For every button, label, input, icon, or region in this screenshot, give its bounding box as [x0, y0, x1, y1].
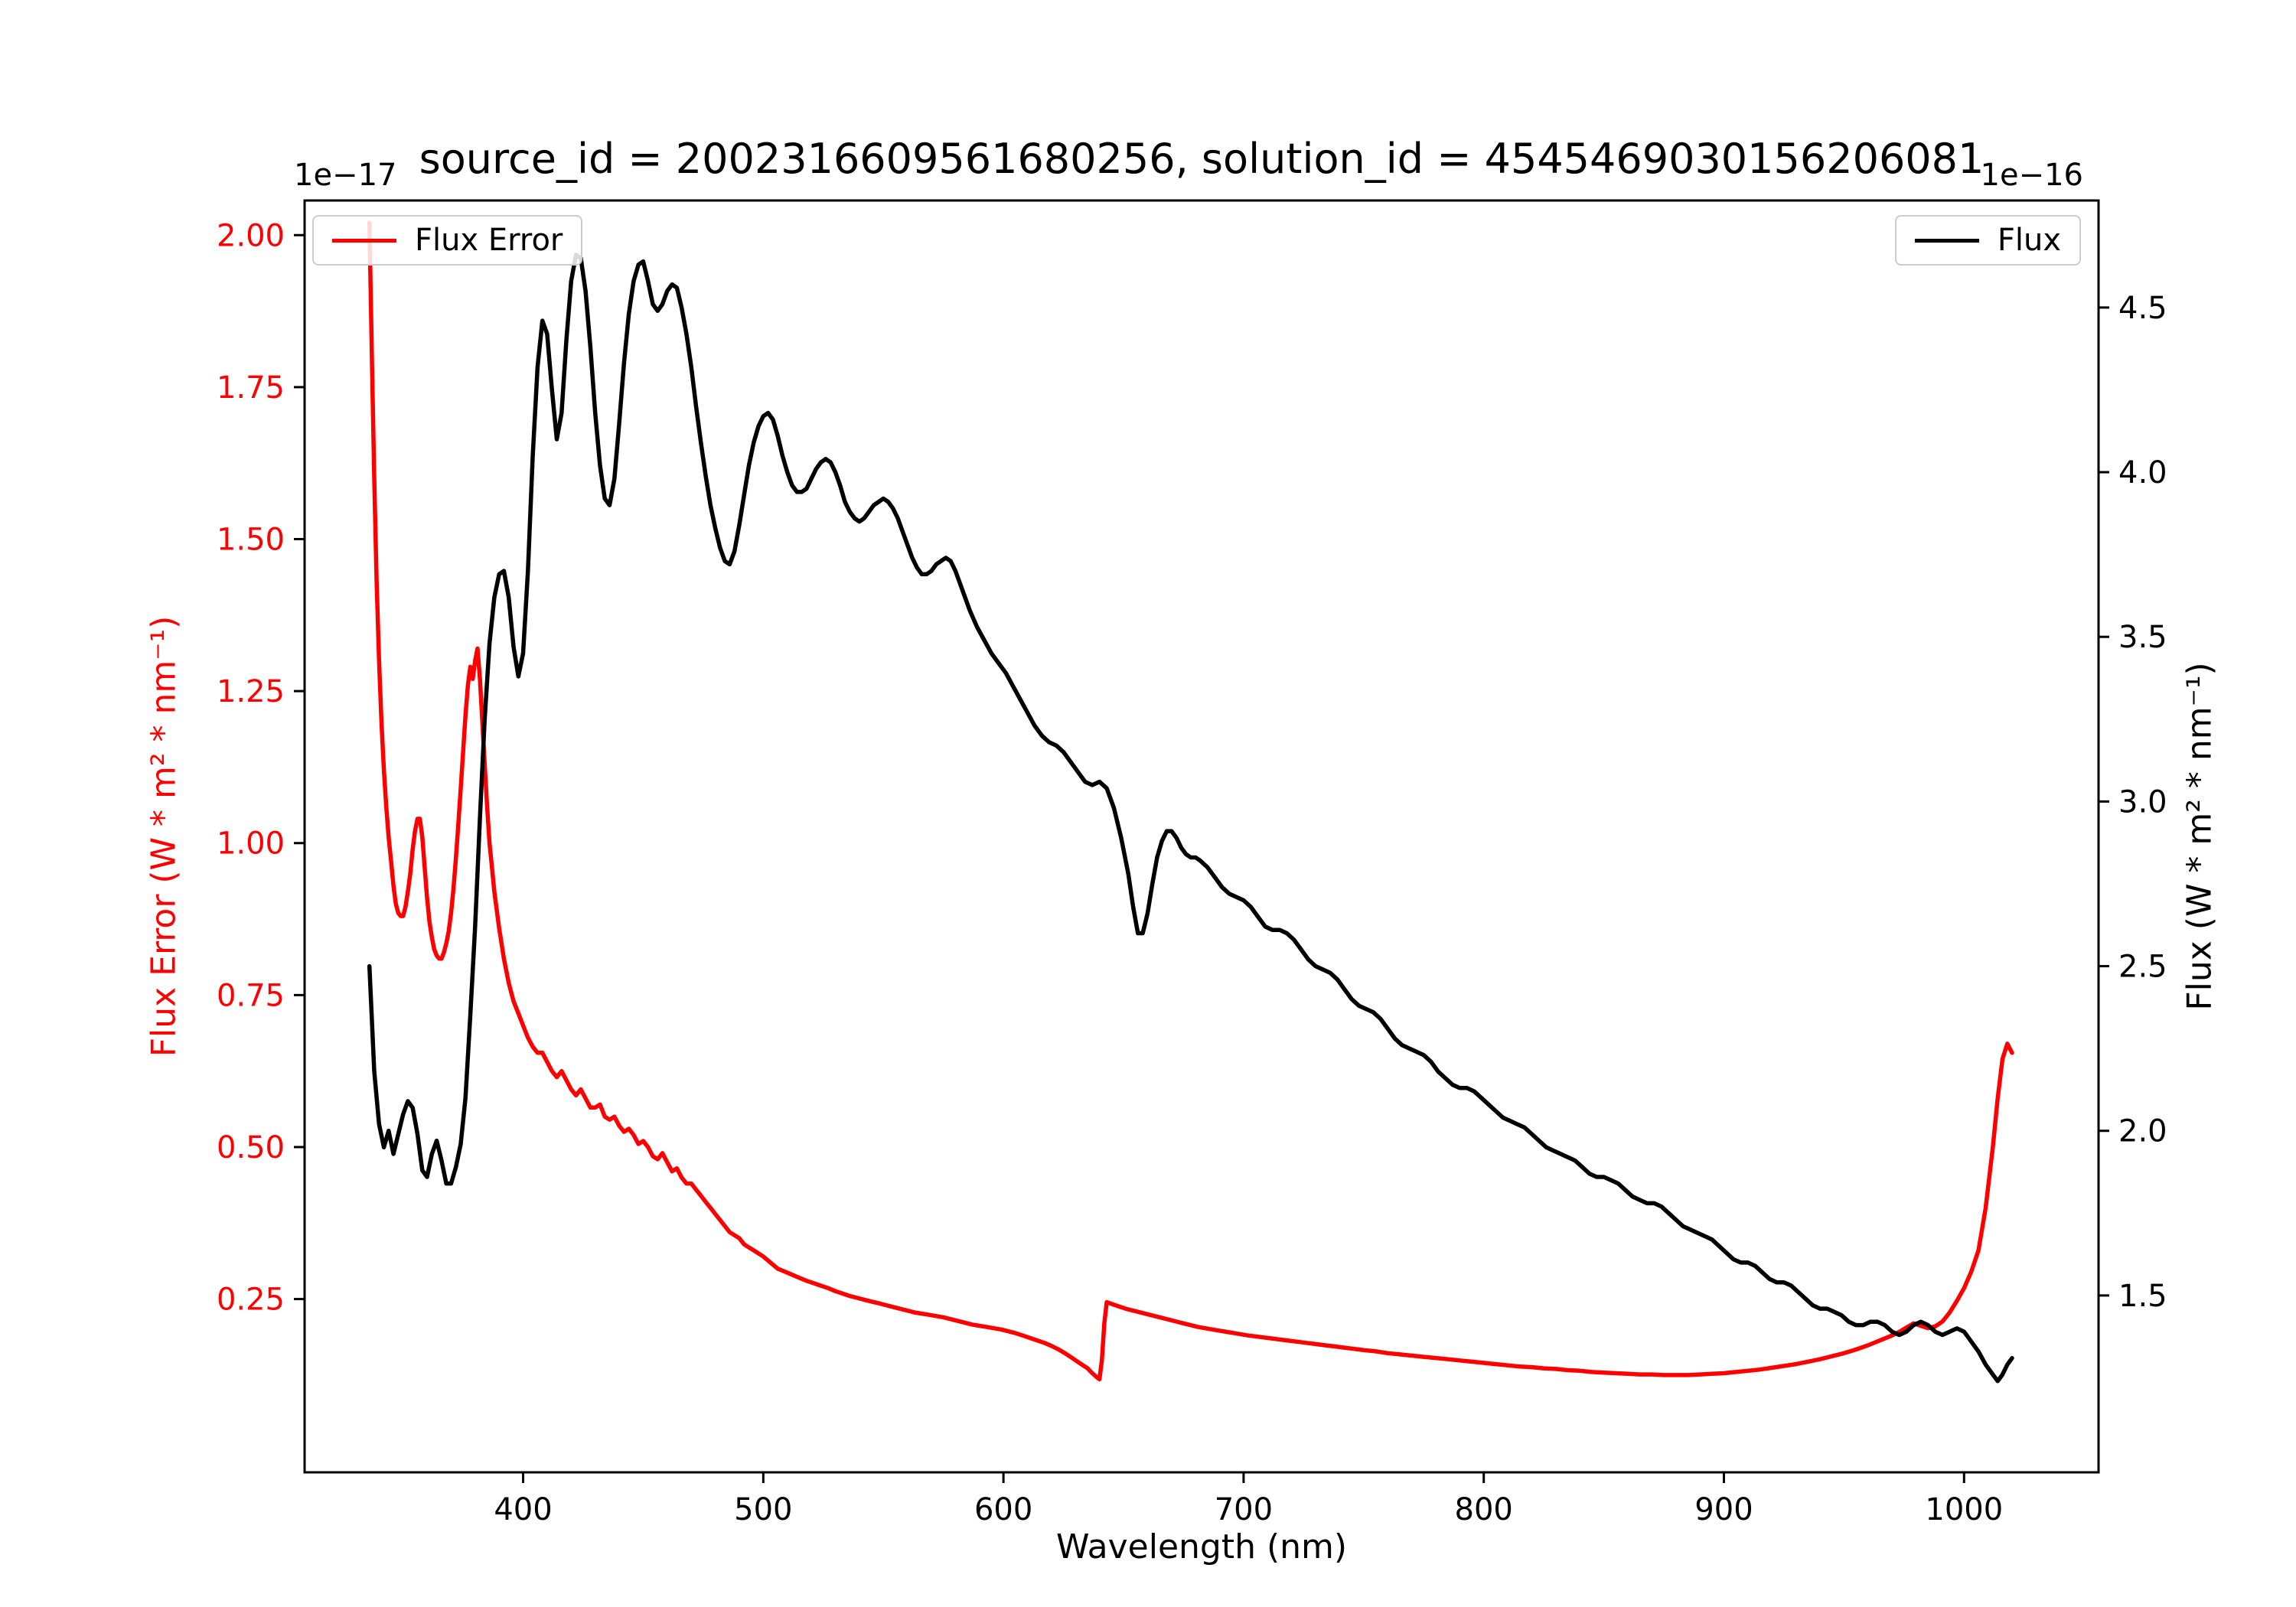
legend-flux: Flux [1894, 215, 2081, 266]
left-tick-label: 0.75 [217, 978, 285, 1013]
x-tick-label: 700 [1215, 1492, 1273, 1527]
left-tick-label: 0.50 [217, 1130, 285, 1165]
axes-frame [303, 199, 2100, 1474]
left-axis-offset-text: 1e−17 [294, 158, 397, 193]
right-tick-label: 3.5 [2118, 620, 2167, 655]
right-tick-label: 2.0 [2118, 1114, 2167, 1149]
right-tick-label: 1.5 [2118, 1279, 2167, 1314]
legend-flux-error: Flux Error [312, 215, 583, 266]
series-flux [367, 253, 2014, 1384]
x-tick-label: 800 [1455, 1492, 1513, 1527]
x-tick-label: 600 [974, 1492, 1032, 1527]
left-tick-label: 2.00 [217, 218, 285, 253]
right-axis-offset-text: 1e−16 [1980, 158, 2083, 193]
x-tick-label: 900 [1694, 1492, 1753, 1527]
flux-line-sample [1914, 238, 1979, 243]
right-tick-label: 4.0 [2118, 455, 2167, 491]
left-tick-label: 1.25 [217, 674, 285, 709]
left-tick-label: 1.75 [217, 370, 285, 406]
plot-title: source_id = 2002316609561680256, solutio… [419, 135, 1985, 183]
left-tick-label: 1.00 [217, 826, 285, 862]
legend-flux-label: Flux [1997, 223, 2061, 258]
x-tick-label: 500 [734, 1492, 792, 1527]
right-tick-label: 2.5 [2118, 950, 2167, 985]
x-tick-label: 1000 [1925, 1492, 2003, 1527]
x-axis-label: Wavelength (nm) [1055, 1527, 1348, 1566]
left-tick-label: 1.50 [217, 523, 285, 558]
left-tick-label: 0.25 [217, 1283, 285, 1318]
legend-flux-error-label: Flux Error [415, 223, 563, 258]
right-tick-label: 3.0 [2118, 784, 2167, 820]
x-tick-label: 400 [494, 1492, 552, 1527]
left-axis-label: Flux Error (W * m² * nm⁻¹) [144, 615, 184, 1058]
right-tick-label: 4.5 [2118, 291, 2167, 326]
right-axis-label: Flux (W * m² * nm⁻¹) [2180, 662, 2219, 1011]
series-flux-error [367, 220, 2014, 1382]
flux-error-line-sample [332, 238, 396, 243]
